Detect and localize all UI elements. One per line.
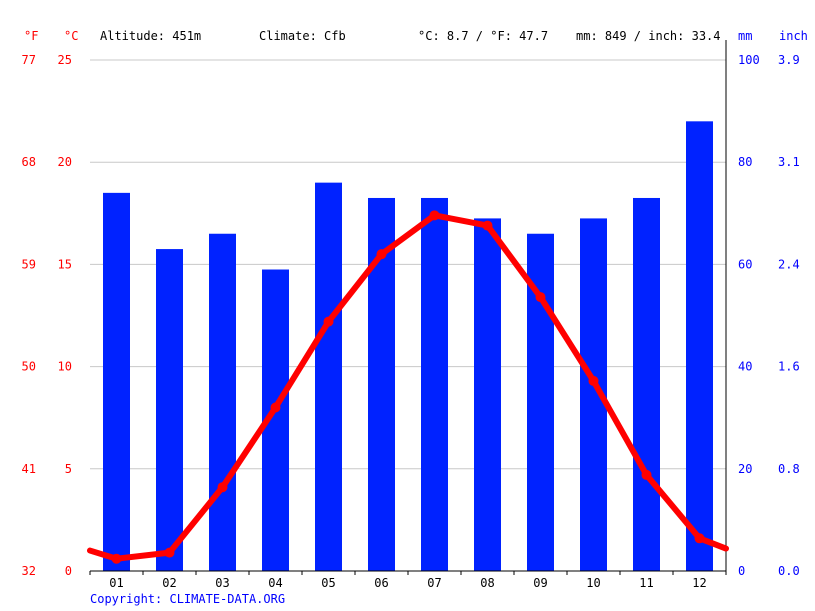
axes bbox=[89, 40, 727, 575]
month-tick-label: 12 bbox=[692, 576, 706, 590]
fahrenheit-tick-label: 41 bbox=[22, 462, 36, 476]
temperature-point bbox=[111, 553, 122, 564]
precipitation-bar bbox=[156, 249, 183, 571]
month-tick-label: 06 bbox=[374, 576, 388, 590]
temperature-average-label: °C: 8.7 / °F: 47.7 bbox=[418, 29, 548, 43]
celsius-tick-label: 10 bbox=[58, 360, 72, 374]
month-tick-label: 07 bbox=[427, 576, 441, 590]
inch-tick-label: 3.9 bbox=[778, 53, 800, 67]
temperature-point bbox=[376, 249, 387, 260]
celsius-tick-label: 0 bbox=[65, 564, 72, 578]
tick-labels: 32 0 0 0.0 41 5 20 0.8 50 10 40 1.6 59 15 60 2.4 68 20 80 3… bbox=[22, 53, 800, 590]
inch-tick-label: 3.1 bbox=[778, 155, 800, 169]
fahrenheit-tick-label: 77 bbox=[22, 53, 36, 67]
temperature-point bbox=[482, 220, 493, 231]
fahrenheit-tick-label: 59 bbox=[22, 257, 36, 271]
mm-tick-label: 0 bbox=[738, 564, 745, 578]
inch-unit-label: inch bbox=[779, 29, 808, 43]
fahrenheit-tick-label: 68 bbox=[22, 155, 36, 169]
gridlines bbox=[90, 59, 726, 470]
temperature-series-line bbox=[87, 212, 729, 562]
month-tick-label: 04 bbox=[268, 576, 282, 590]
inch-tick-label: 0.0 bbox=[778, 564, 800, 578]
month-tick-label: 03 bbox=[215, 576, 229, 590]
month-tick-label: 10 bbox=[586, 576, 600, 590]
fahrenheit-tick-label: 50 bbox=[22, 360, 36, 374]
precipitation-bar bbox=[633, 197, 660, 571]
precipitation-bar bbox=[368, 197, 395, 571]
celsius-tick-label: 5 bbox=[65, 462, 72, 476]
month-tick-label: 09 bbox=[533, 576, 547, 590]
temperature-point bbox=[694, 533, 705, 544]
mm-tick-label: 60 bbox=[738, 257, 752, 271]
mm-tick-label: 40 bbox=[738, 360, 752, 374]
temperature-line bbox=[87, 210, 729, 564]
celsius-tick-label: 25 bbox=[58, 53, 72, 67]
copyright-link[interactable]: Copyright: CLIMATE-DATA.ORG bbox=[90, 592, 285, 606]
altitude-label: Altitude: 451m bbox=[100, 29, 201, 43]
temperature-point bbox=[323, 316, 334, 327]
precipitation-bar bbox=[103, 192, 130, 572]
inch-tick-label: 2.4 bbox=[778, 257, 800, 271]
month-tick-label: 05 bbox=[321, 576, 335, 590]
fahrenheit-unit-label: °F bbox=[24, 29, 38, 43]
month-tick-label: 08 bbox=[480, 576, 494, 590]
temperature-point bbox=[535, 292, 546, 303]
precipitation-bar bbox=[474, 218, 501, 571]
temperature-point bbox=[429, 210, 440, 221]
mm-tick-label: 20 bbox=[738, 462, 752, 476]
temperature-point bbox=[641, 469, 652, 480]
climate-label: Climate: Cfb bbox=[259, 29, 346, 43]
celsius-tick-label: 15 bbox=[58, 257, 72, 271]
inch-tick-label: 0.8 bbox=[778, 462, 800, 476]
precipitation-bar bbox=[315, 182, 342, 571]
precipitation-bar bbox=[209, 233, 236, 572]
mm-tick-label: 100 bbox=[738, 53, 760, 67]
mm-unit-label: mm bbox=[738, 29, 752, 43]
precipitation-bar bbox=[421, 197, 448, 571]
precipitation-total-label: mm: 849 / inch: 33.4 bbox=[576, 29, 721, 43]
precipitation-bars bbox=[103, 121, 713, 572]
temperature-point bbox=[217, 482, 228, 493]
celsius-tick-label: 20 bbox=[58, 155, 72, 169]
month-tick-label: 11 bbox=[639, 576, 653, 590]
fahrenheit-tick-label: 32 bbox=[22, 564, 36, 578]
precipitation-bar bbox=[686, 121, 713, 571]
temperature-point bbox=[270, 402, 281, 413]
temperature-point bbox=[164, 547, 175, 558]
inch-tick-label: 1.6 bbox=[778, 360, 800, 374]
celsius-unit-label: °C bbox=[64, 29, 78, 43]
temperature-point bbox=[588, 375, 599, 386]
mm-tick-label: 80 bbox=[738, 155, 752, 169]
month-tick-label: 02 bbox=[162, 576, 176, 590]
month-tick-label: 01 bbox=[109, 576, 123, 590]
